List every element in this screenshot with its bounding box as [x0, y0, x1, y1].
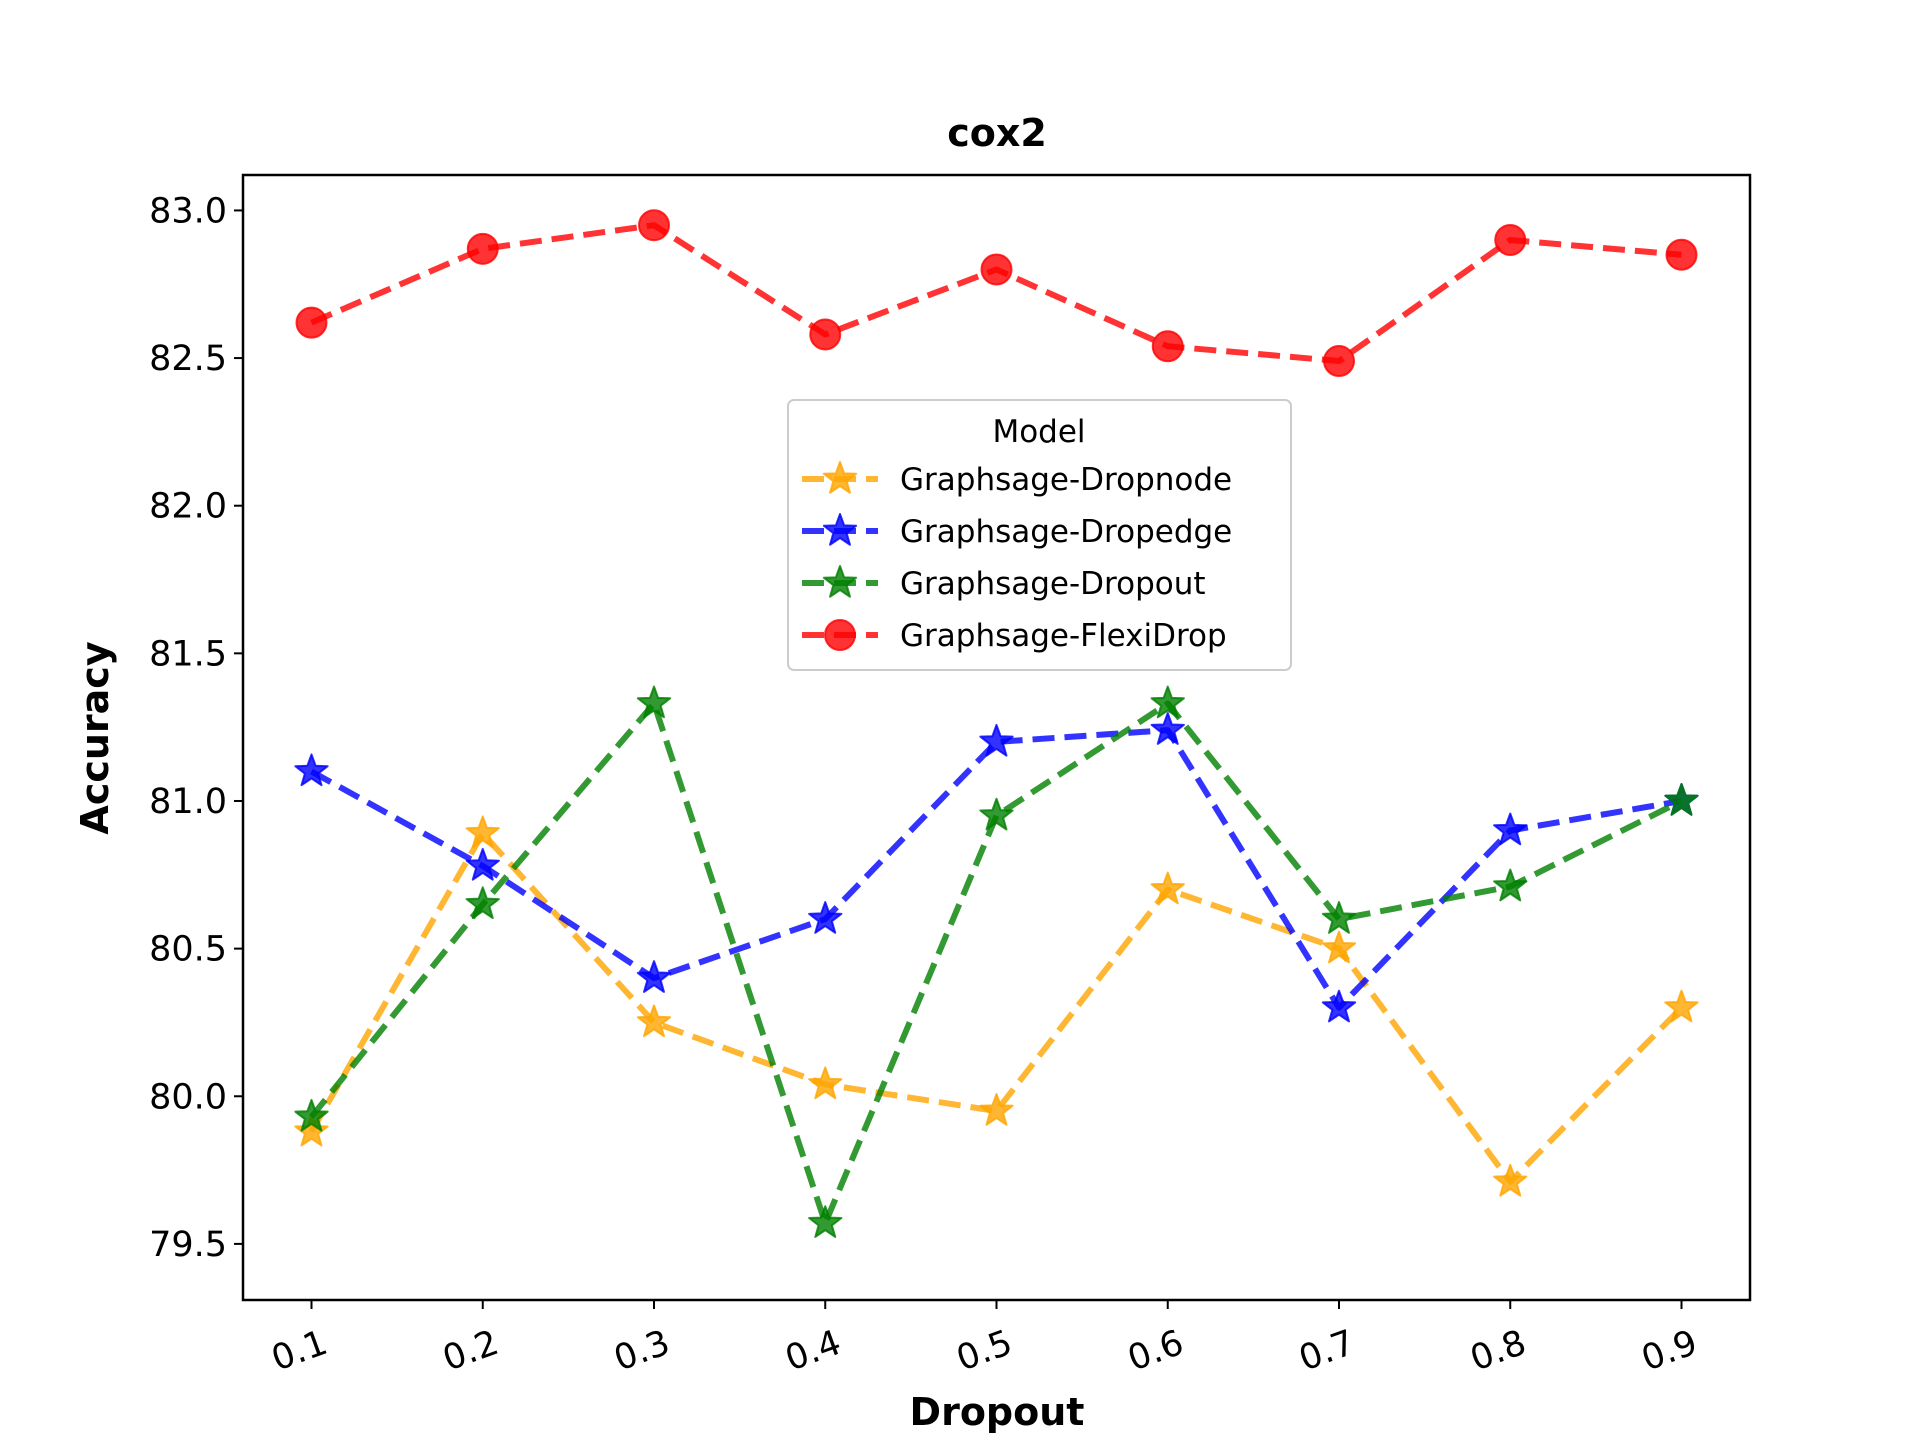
data-point-graphsage-flexidrop	[1323, 345, 1355, 378]
legend-marker	[822, 513, 858, 546]
data-point-graphsage-dropout	[1664, 782, 1699, 816]
data-point-graphsage-dropout	[465, 886, 500, 920]
data-point-graphsage-dropout	[636, 685, 672, 719]
data-point-graphsage-flexidrop	[1151, 330, 1184, 363]
data-point-graphsage-dropout	[1321, 901, 1357, 934]
data-point-graphsage-flexidrop	[1665, 238, 1698, 271]
series-graphsage-dropedge	[294, 712, 1699, 1023]
x-axis-label: Dropout	[910, 1390, 1085, 1434]
plot-area	[294, 209, 1699, 1238]
series-graphsage-dropout	[294, 685, 1699, 1238]
data-point-graphsage-dropout	[979, 797, 1014, 831]
y-tick-label: 82.0	[149, 487, 227, 527]
data-point-graphsage-dropedge	[808, 901, 843, 934]
x-tick-label: 0.6	[1123, 1323, 1189, 1380]
legend-box	[787, 399, 1292, 671]
data-point-graphsage-dropnode	[808, 1066, 843, 1100]
data-point-graphsage-dropout	[1150, 685, 1185, 719]
data-point-graphsage-dropedge	[979, 723, 1014, 757]
legend-label: Graphsage-FlexiDrop	[900, 618, 1227, 654]
data-point-graphsage-dropedge	[465, 847, 500, 881]
x-tick-label: 0.2	[438, 1323, 504, 1380]
data-point-graphsage-dropedge	[1493, 812, 1528, 846]
x-tick-label: 0.8	[1465, 1323, 1531, 1380]
legend-label: Graphsage-Dropedge	[900, 514, 1232, 550]
data-point-graphsage-dropedge	[1321, 989, 1357, 1023]
series-line-graphsage-flexidrop	[310, 222, 1682, 365]
data-point-graphsage-dropedge	[1150, 712, 1185, 745]
legend: Model Graphsage-Dropnode Graphsage-Droped…	[787, 399, 1292, 671]
y-tick-label: 81.5	[149, 634, 227, 674]
data-point-graphsage-flexidrop	[980, 253, 1013, 286]
legend-label: Graphsage-Dropout	[900, 566, 1206, 602]
data-point-graphsage-dropedge	[636, 960, 672, 993]
x-tick-label: 0.7	[1294, 1323, 1360, 1380]
series-line-graphsage-dropnode	[308, 830, 1684, 1185]
legend-label: Graphsage-Dropnode	[900, 462, 1232, 498]
data-point-graphsage-flexidrop	[1494, 223, 1527, 256]
data-point-graphsage-flexidrop	[809, 318, 842, 351]
data-point-graphsage-dropout	[294, 1098, 329, 1132]
legend-marker	[824, 619, 856, 651]
y-tick-label: 80.0	[149, 1077, 227, 1117]
x-tick-label: 0.9	[1637, 1323, 1703, 1380]
legend-marker	[822, 565, 858, 598]
legend-item-graphsage-dropnode: Graphsage-Dropnode	[802, 461, 1232, 498]
legend-title: Model	[992, 414, 1085, 450]
data-point-graphsage-dropnode	[636, 1004, 672, 1038]
chart-title: cox2	[947, 111, 1047, 155]
legend-item-graphsage-flexidrop: Graphsage-FlexiDrop	[802, 618, 1227, 654]
data-point-graphsage-dropedge	[294, 753, 329, 787]
y-tick-label: 81.0	[149, 782, 227, 822]
y-tick-label: 79.5	[149, 1225, 227, 1265]
y-tick-label: 80.5	[149, 930, 227, 970]
data-point-graphsage-dropnode	[979, 1093, 1014, 1126]
x-tick-label: 0.3	[609, 1323, 675, 1380]
series-graphsage-flexidrop	[295, 209, 1698, 378]
data-point-graphsage-dropnode	[465, 815, 500, 849]
data-point-graphsage-dropnode	[1493, 1163, 1528, 1197]
data-point-graphsage-flexidrop	[466, 232, 499, 265]
series-graphsage-dropnode	[294, 815, 1699, 1197]
data-point-graphsage-dropnode	[1664, 989, 1699, 1023]
x-tick-label: 0.4	[780, 1323, 846, 1380]
axes: 79.5 80.0 80.5 81.0 81.5 82.0 82.5 83.0 0.1 0.2 0.…	[149, 191, 1703, 1379]
x-tick-label: 0.1	[267, 1323, 333, 1380]
y-tick-label: 83.0	[149, 191, 227, 231]
y-tick-label: 82.5	[149, 339, 227, 379]
series-line-graphsage-dropout	[309, 700, 1683, 1227]
data-point-graphsage-dropout	[808, 1205, 843, 1238]
data-point-graphsage-dropnode	[1321, 930, 1357, 964]
data-point-graphsage-flexidrop	[638, 209, 670, 242]
y-axis-label: Accuracy	[73, 641, 117, 834]
legend-item-graphsage-dropout: Graphsage-Dropout	[802, 565, 1206, 602]
x-tick-label: 0.5	[952, 1323, 1018, 1380]
legend-item-graphsage-dropedge: Graphsage-Dropedge	[802, 513, 1232, 550]
data-point-graphsage-dropout	[1493, 868, 1528, 902]
data-point-graphsage-dropnode	[294, 1113, 329, 1147]
legend-marker	[822, 461, 858, 494]
series-line-graphsage-dropedge	[310, 727, 1683, 1011]
data-point-graphsage-flexidrop	[295, 306, 328, 339]
data-point-graphsage-dropnode	[1150, 871, 1185, 905]
